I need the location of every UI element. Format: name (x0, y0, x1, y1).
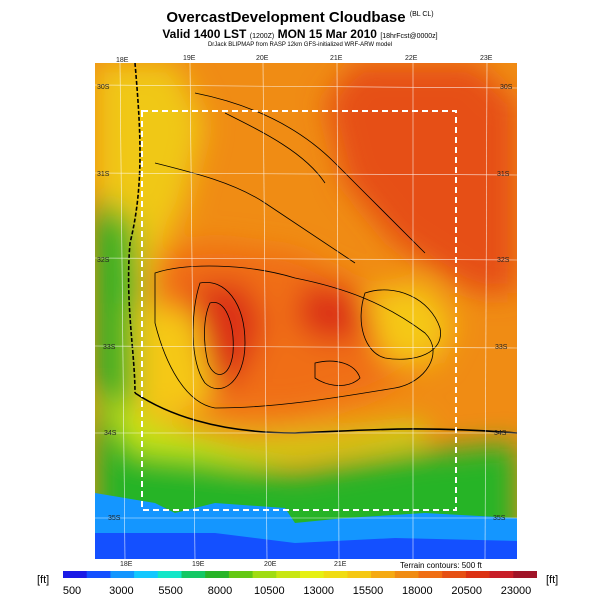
colorbar-swatch (513, 571, 537, 578)
colorbar-swatch (228, 571, 254, 578)
title-suffix: (BL CL) (409, 11, 434, 18)
lon-label-23e-top: 23E (480, 55, 493, 62)
lat-label-35s-left: 35S (108, 515, 121, 522)
lat-label-32s-left: 32S (97, 257, 110, 264)
colorbar-tick-label: 13000 (303, 585, 334, 597)
colorbar-swatch (465, 571, 491, 578)
lon-label-21e-bottom: 21E (334, 561, 347, 568)
cloudbase-map (95, 63, 517, 559)
colorbar-swatch (252, 571, 277, 578)
colorbar-swatch (418, 571, 443, 578)
colorbar-swatch (442, 571, 467, 578)
colorbar-swatch (394, 571, 419, 578)
colorbar-tick-label: 3000 (109, 585, 134, 597)
subtitle-time-code: (1200Z) (249, 33, 275, 40)
map-title: OvercastDevelopment Cloudbase (BL CL) (0, 9, 600, 26)
graticule (95, 63, 517, 559)
colorbar-tick-label: 20500 (451, 585, 482, 597)
subtitle-forecast: [18hrFcst@0000z] (380, 33, 438, 40)
colorbar-unit-left: [ft] (37, 574, 50, 586)
lat-label-31s-right: 31S (497, 171, 510, 178)
lon-label-21e-top: 21E (330, 55, 343, 62)
colorbar-tick-label: 10500 (254, 585, 285, 597)
colorbar-tick-label: 15500 (352, 585, 384, 597)
colorbar-swatch (63, 571, 88, 578)
colorbar-tick-label: 500 (62, 585, 82, 597)
colorbar-swatch (276, 571, 301, 578)
colorbar-tick-label: 8000 (207, 585, 233, 597)
lon-label-20e-top: 20E (256, 55, 269, 62)
lat-label-30s-left: 30S (97, 84, 110, 91)
colorbar-swatch (157, 571, 182, 578)
lon-label-20e-bottom: 20E (264, 561, 277, 568)
colorbar-swatch (300, 571, 325, 578)
colorbar-unit-right: [ft] (546, 574, 559, 586)
map-subtitle: Valid 1400 LST (1200Z) MON 15 Mar 2010 [… (0, 27, 600, 41)
domain-boundary (141, 110, 457, 511)
lat-label-34s-right: 34S (494, 430, 507, 437)
lat-label-34s-left: 34S (104, 430, 117, 437)
colorbar-tick-label: 23000 (500, 585, 532, 597)
colorbar (63, 571, 537, 578)
colorbar-swatch (86, 571, 111, 578)
colorbar-swatch (205, 571, 230, 578)
lat-label-33s-left: 33S (103, 344, 116, 351)
lon-label-18e-bottom: 18E (120, 561, 133, 568)
lat-label-30s-right: 30S (500, 84, 513, 91)
colorbar-swatch (489, 571, 514, 578)
colorbar-swatch (347, 571, 372, 578)
colorbar-swatch (323, 571, 348, 578)
colorbar-swatch (110, 571, 135, 578)
colorbar-swatch (371, 571, 396, 578)
field-shading (95, 63, 517, 559)
terrain-contour-note: Terrain contours: 500 ft (400, 561, 482, 570)
colorbar-swatch (134, 571, 159, 578)
colorbar-tick-label: 18000 (402, 585, 433, 597)
map-credit: DrJack BLIPMAP from RASP 12km GFS-initia… (207, 42, 393, 48)
lat-label-31s-left: 31S (97, 171, 110, 178)
colorbar-swatch (181, 571, 206, 578)
lon-label-22e-top: 22E (405, 55, 418, 62)
lon-label-18e-top: 18E (116, 57, 129, 64)
subtitle-valid: Valid 1400 LST (162, 27, 247, 41)
lat-label-35s-right: 35S (493, 515, 506, 522)
lat-label-32s-right: 32S (497, 257, 510, 264)
title-text: OvercastDevelopment Cloudbase (166, 9, 406, 26)
lon-label-19e-bottom: 19E (192, 561, 205, 568)
subtitle-date: MON 15 Mar 2010 (277, 27, 377, 41)
lat-label-33s-right: 33S (495, 344, 508, 351)
lon-label-19e-top: 19E (183, 55, 196, 62)
colorbar-tick-label: 5500 (158, 585, 183, 597)
